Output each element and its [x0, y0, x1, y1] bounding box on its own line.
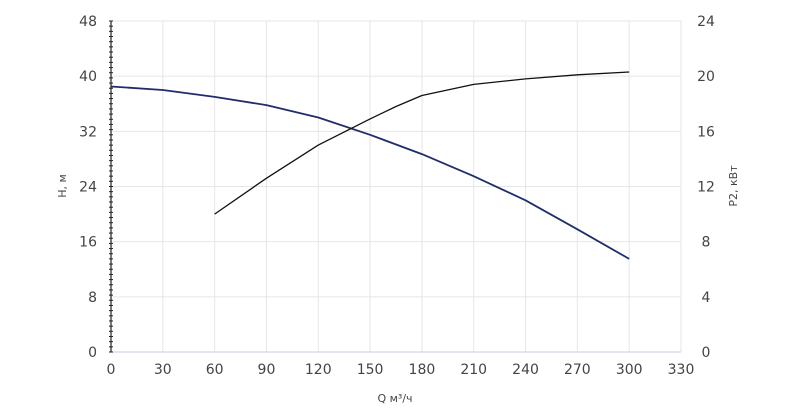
- grid-lines: [111, 20, 682, 352]
- y-right-tick-label: 16: [697, 124, 715, 140]
- x-tick-label: 330: [668, 362, 695, 378]
- x-tick-label: 180: [409, 362, 436, 378]
- power-curve: [214, 71, 630, 215]
- y-right-tick-label: 12: [697, 180, 715, 196]
- series-lines: [110, 71, 630, 260]
- x-tick-label: 150: [357, 362, 384, 378]
- y-left-tick-label: 24: [79, 180, 97, 196]
- tick-labels: 0 30 60 90 120 150 180 210 240 270 300 330081624324…: [79, 14, 715, 378]
- y-left-tick-label: 48: [79, 14, 97, 30]
- x-tick-label: 90: [258, 362, 276, 378]
- x-tick-label: 300: [616, 362, 643, 378]
- y-left-tick-label: 0: [88, 345, 97, 361]
- x-tick-label: 60: [206, 362, 224, 378]
- y-left-tick-label: 16: [79, 235, 97, 251]
- x-tick-label: 120: [305, 362, 332, 378]
- y-right-tick-label: 8: [702, 235, 711, 251]
- y-left-tick-label: 32: [79, 124, 97, 140]
- y-left-tick-label: 8: [88, 290, 97, 306]
- x-tick-label: 30: [154, 362, 172, 378]
- y-right-tick-label: 4: [702, 290, 711, 306]
- y-right-tick-label: 24: [697, 14, 715, 30]
- y-left-tick-label: 40: [79, 69, 97, 85]
- x-tick-label: 270: [564, 362, 591, 378]
- x-tick-label: 0: [107, 362, 116, 378]
- x-tick-label: 240: [512, 362, 539, 378]
- x-tick-label: 210: [460, 362, 487, 378]
- y-right-tick-label: 20: [697, 69, 715, 85]
- head-curve: [110, 85, 630, 260]
- y-right-tick-label: 0: [702, 345, 711, 361]
- y-axis-left-label: H, м: [56, 174, 69, 198]
- y-axis-right-label: P2, кВт: [727, 165, 740, 207]
- x-axis-label: Q м³/ч: [377, 392, 412, 405]
- axes: [109, 20, 681, 353]
